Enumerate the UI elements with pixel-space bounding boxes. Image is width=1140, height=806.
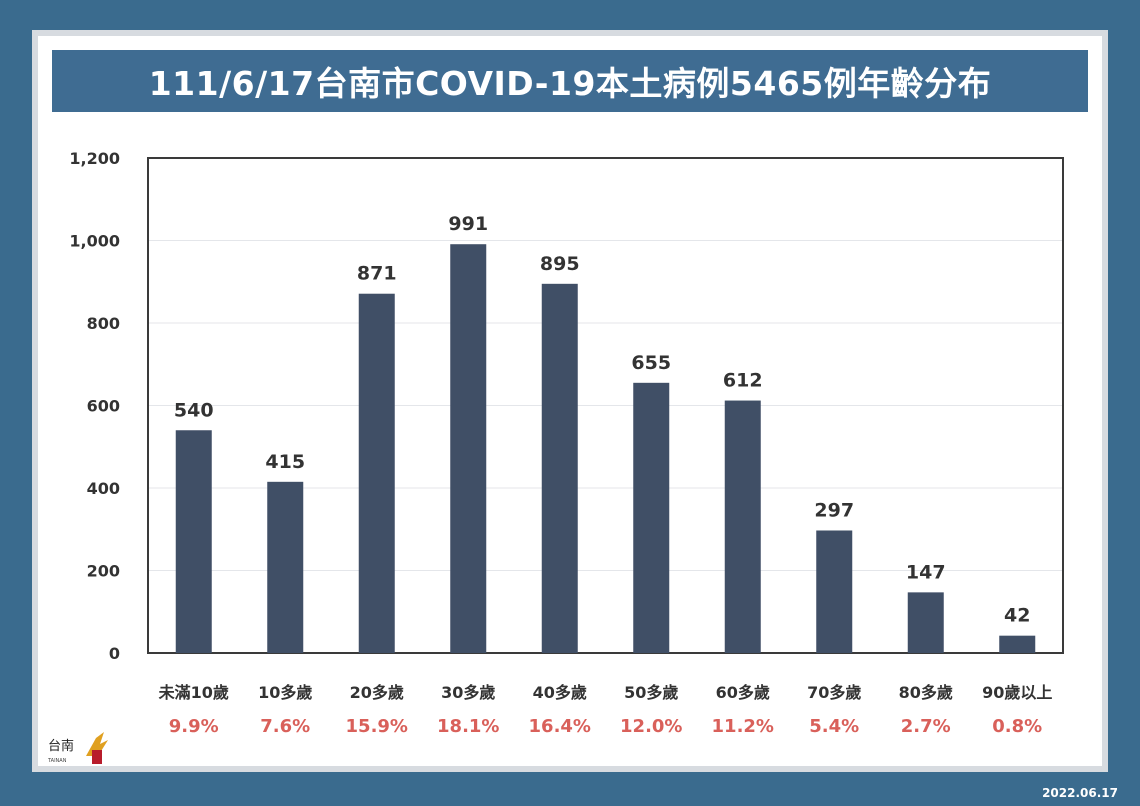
- percentage-label: 15.9%: [346, 716, 408, 737]
- x-tick-label: 20多歲: [350, 683, 404, 702]
- percentage-label: 16.4%: [529, 716, 591, 737]
- title-bar: 111/6/17台南市COVID-19本土病例5465例年齡分布: [52, 50, 1088, 112]
- x-tick-label: 40多歲: [533, 683, 587, 702]
- x-tick-label: 70多歲: [807, 683, 861, 702]
- percentage-label: 11.2%: [712, 716, 774, 737]
- data-label: 540: [174, 399, 214, 421]
- data-label: 612: [723, 370, 763, 392]
- x-tick-label: 80多歲: [899, 683, 953, 702]
- y-tick-label: 0: [109, 644, 120, 663]
- bar: [267, 481, 304, 653]
- plot-area-border: [147, 157, 1064, 654]
- y-tick-label: 400: [87, 479, 120, 498]
- svg-text:台南: 台南: [48, 738, 74, 754]
- data-label: 895: [540, 253, 580, 275]
- percentage-label: 18.1%: [437, 716, 499, 737]
- bar: [450, 244, 487, 653]
- bar: [816, 530, 853, 653]
- bar: [358, 293, 395, 653]
- percentage-label: 0.8%: [992, 716, 1042, 737]
- x-tick-label: 90歲以上: [982, 683, 1052, 702]
- bar: [633, 382, 670, 653]
- data-label: 991: [448, 213, 488, 235]
- y-tick-label: 200: [87, 562, 120, 581]
- y-tick-label: 800: [87, 314, 120, 333]
- percentage-label: 2.7%: [901, 716, 951, 737]
- percentage-label: 12.0%: [620, 716, 682, 737]
- data-label: 871: [357, 263, 397, 285]
- chart-title: 111/6/17台南市COVID-19本土病例5465例年齡分布: [148, 64, 992, 103]
- x-tick-label: 50多歲: [624, 683, 678, 702]
- y-tick-label: 1,000: [69, 232, 120, 251]
- bar: [907, 592, 944, 653]
- percentage-label: 7.6%: [260, 716, 310, 737]
- y-tick-label: 1,200: [69, 149, 120, 168]
- y-tick-label: 600: [87, 397, 120, 416]
- svg-text:TAINAN: TAINAN: [47, 758, 67, 764]
- date-stamp: 2022.06.17: [1042, 786, 1118, 800]
- data-label: 297: [814, 499, 854, 521]
- data-label: 655: [631, 352, 671, 374]
- data-label: 147: [906, 561, 946, 583]
- bar: [999, 635, 1036, 653]
- x-tick-label: 30多歲: [441, 683, 495, 702]
- percentage-label: 5.4%: [809, 716, 859, 737]
- data-label: 42: [1004, 605, 1030, 627]
- x-tick-label: 10多歲: [258, 683, 312, 702]
- bar: [541, 283, 578, 653]
- percentage-label: 9.9%: [169, 716, 219, 737]
- tainan-city-logo-icon: 台南 TAINAN: [44, 726, 114, 768]
- x-tick-label: 未滿10歲: [158, 683, 229, 702]
- bar: [175, 430, 212, 653]
- bar: [724, 400, 761, 653]
- data-label: 415: [265, 451, 305, 473]
- x-tick-label: 60多歲: [716, 683, 770, 702]
